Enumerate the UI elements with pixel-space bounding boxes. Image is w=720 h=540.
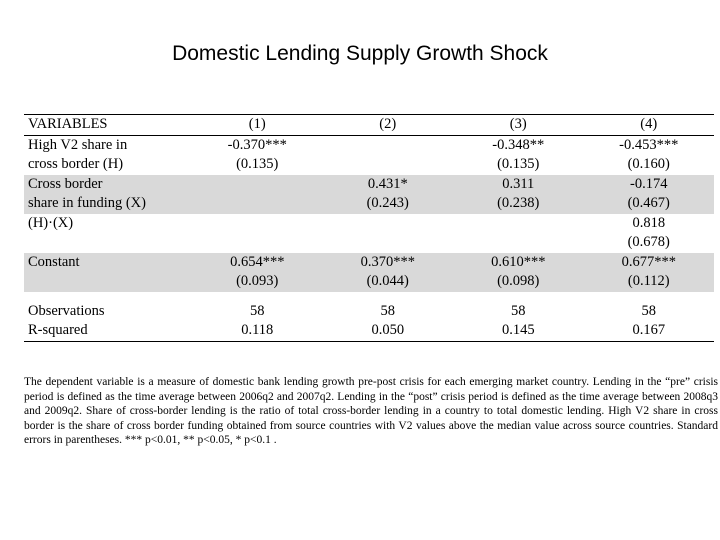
row-label: cross border (H) <box>28 156 124 172</box>
table-cell: -0.174 <box>583 174 714 194</box>
table-cell <box>453 233 584 253</box>
table-cell: (0.135) <box>236 156 279 172</box>
table-cell: -0.453*** <box>619 136 679 153</box>
table-header: VARIABLES (1) (2) (3) (4) <box>24 114 714 136</box>
table-cell: 0.311 <box>453 174 584 194</box>
table-cell <box>192 214 323 234</box>
table-row: cross border (H) (0.135) (0.135) (0.160) <box>24 155 714 175</box>
regression-table-container: VARIABLES (1) (2) (3) (4) High V2 share … <box>24 114 714 342</box>
table-cell: 58 <box>641 302 657 319</box>
table-cell: 0.818 <box>632 214 666 231</box>
table-row: (H)·(X) 0.818 <box>24 214 714 234</box>
table-cell: 0.654*** <box>192 252 323 272</box>
table-cell: 58 <box>380 302 396 319</box>
table-cell <box>323 135 454 155</box>
header-row: VARIABLES (1) (2) (3) (4) <box>24 114 714 136</box>
table-cell: 58 <box>250 302 265 319</box>
table-cell: (0.160) <box>627 156 670 172</box>
header-col-2: (2) <box>322 114 453 136</box>
table-cell <box>323 233 454 253</box>
table-row: High V2 share in -0.370*** -0.348** -0.4… <box>24 135 714 155</box>
header-variables: VARIABLES <box>24 114 192 136</box>
table-cell: 0.610*** <box>453 252 584 272</box>
regression-table: VARIABLES (1) (2) (3) (4) High V2 share … <box>24 114 714 342</box>
header-col-1: (1) <box>192 114 323 136</box>
spacer-cell <box>24 292 714 302</box>
row-label <box>24 272 192 292</box>
table-cell <box>192 174 323 194</box>
table-row: Cross border 0.431* 0.311 -0.174 <box>24 174 714 194</box>
table-cell <box>192 194 323 214</box>
table-row: share in funding (X) (0.243) (0.238) (0.… <box>24 194 714 214</box>
table-cell: 58 <box>511 302 526 319</box>
table-row: (0.093) (0.044) (0.098) (0.112) <box>24 272 714 292</box>
header-col-4: (4) <box>583 114 714 136</box>
table-cell: 0.370*** <box>322 252 453 272</box>
table-cell: (0.135) <box>497 156 540 172</box>
table-note: The dependent variable is a measure of d… <box>24 376 718 447</box>
table-cell: -0.348** <box>492 136 545 153</box>
table-cell: 0.118 <box>192 321 323 342</box>
table-body: High V2 share in -0.370*** -0.348** -0.4… <box>24 135 714 342</box>
table-cell: 0.167 <box>583 321 714 342</box>
table-cell: -0.370*** <box>227 136 287 153</box>
table-row: (0.678) <box>24 233 714 253</box>
table-cell: 0.145 <box>453 321 584 342</box>
row-label <box>24 233 192 253</box>
row-label: (H)·(X) <box>28 214 74 231</box>
table-cell: (0.467) <box>583 194 714 214</box>
table-cell: 0.677*** <box>583 252 714 272</box>
header-col-3: (3) <box>453 114 584 136</box>
table-cell <box>323 214 454 234</box>
slide-title: Domestic Lending Supply Growth Shock <box>172 42 548 65</box>
table-cell: 0.431* <box>322 174 453 194</box>
table-cell <box>453 214 584 234</box>
table-cell: (0.678) <box>627 234 670 250</box>
row-label: share in funding (X) <box>24 194 192 214</box>
spacer-row <box>24 292 714 302</box>
table-cell: (0.243) <box>322 194 453 214</box>
table-cell <box>323 155 454 175</box>
table-row: Constant 0.654*** 0.370*** 0.610*** 0.67… <box>24 252 714 272</box>
stats-row: R-squared 0.118 0.050 0.145 0.167 <box>24 321 714 342</box>
row-label: High V2 share in <box>28 136 128 153</box>
row-label: Cross border <box>24 174 192 194</box>
table-cell <box>192 233 323 253</box>
table-cell: (0.238) <box>453 194 584 214</box>
row-label: Constant <box>24 252 192 272</box>
table-cell: (0.098) <box>453 272 584 292</box>
row-label: Observations <box>28 302 105 319</box>
table-cell: (0.093) <box>192 272 323 292</box>
table-cell: (0.044) <box>322 272 453 292</box>
table-cell: (0.112) <box>583 272 714 292</box>
table-cell: 0.050 <box>322 321 453 342</box>
stats-row: Observations 58 58 58 58 <box>24 302 714 322</box>
row-label: R-squared <box>24 321 192 342</box>
